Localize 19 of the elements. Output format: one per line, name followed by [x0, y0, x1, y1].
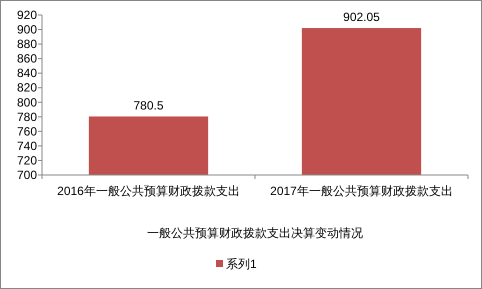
y-tick-label: 900: [16, 22, 38, 37]
x-tick-label: 2016年一般公共预算财政拨款支出: [57, 184, 240, 198]
data-label: 780.5: [133, 98, 164, 112]
y-tick-label: 720: [16, 153, 38, 168]
y-tick-label: 760: [16, 124, 38, 138]
data-label: 902.05: [343, 10, 380, 24]
y-tick-label: 860: [16, 52, 38, 66]
y-tick-label: 880: [16, 37, 38, 52]
y-tick-label: 920: [16, 8, 38, 22]
y-tick-label: 820: [16, 80, 38, 95]
y-tick-label: 780: [16, 110, 38, 124]
legend: 系列1: [216, 257, 257, 271]
y-tick-label: 800: [16, 95, 38, 110]
x-tick-label: 2017年一般公共预算财政拨款支出: [270, 184, 453, 198]
x-axis-title: 一般公共预算财政拨款支出决算变动情况: [147, 226, 363, 240]
y-tick-label: 740: [16, 138, 38, 153]
y-tick-label: 840: [16, 66, 38, 80]
legend-label: 系列1: [226, 257, 257, 271]
y-tick-label: 700: [16, 168, 38, 182]
